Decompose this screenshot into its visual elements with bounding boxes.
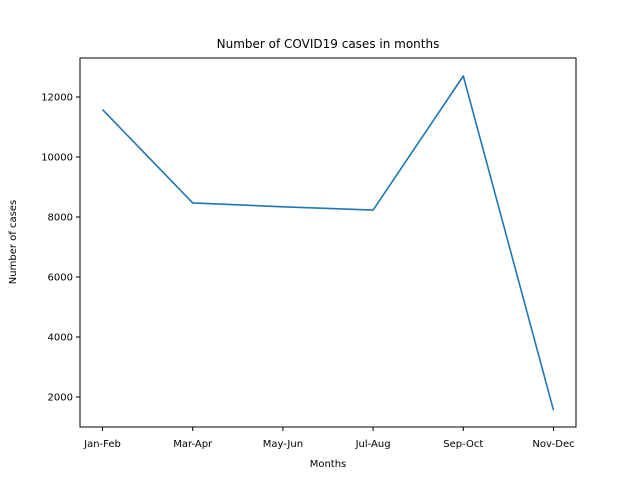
y-tick-label: 6000 (48, 273, 73, 284)
chart-title: Number of COVID19 cases in months (217, 37, 440, 51)
x-tick-label: Nov-Dec (532, 439, 574, 450)
y-tick-label: 12000 (41, 93, 73, 104)
y-tick-label: 8000 (48, 213, 73, 224)
x-axis-ticks: Jan-Feb Mar-Apr May-Jun Jul-Aug Sep-Oct Nov-D… (83, 427, 575, 450)
plot-area: 2000 4000 6000 8000 10000 12000 Jan-Feb Mar-Ap… (41, 57, 577, 450)
series-group (101, 75, 555, 411)
x-tick-label: Mar-Apr (173, 439, 213, 450)
series-line (101, 75, 555, 411)
x-axis-label: Months (310, 459, 347, 470)
y-axis-label: Number of cases (8, 200, 19, 284)
x-tick-label: Jan-Feb (83, 439, 121, 450)
x-tick-label: May-Jun (263, 439, 303, 450)
y-axis-ticks: 2000 4000 6000 8000 10000 12000 (41, 93, 80, 404)
x-tick-label: Jul-Aug (355, 439, 391, 450)
y-tick-label: 10000 (41, 153, 73, 164)
y-tick-label: 4000 (48, 333, 73, 344)
y-tick-label: 2000 (48, 393, 73, 404)
x-tick-label: Sep-Oct (443, 439, 483, 450)
axes-frame (79, 57, 577, 428)
